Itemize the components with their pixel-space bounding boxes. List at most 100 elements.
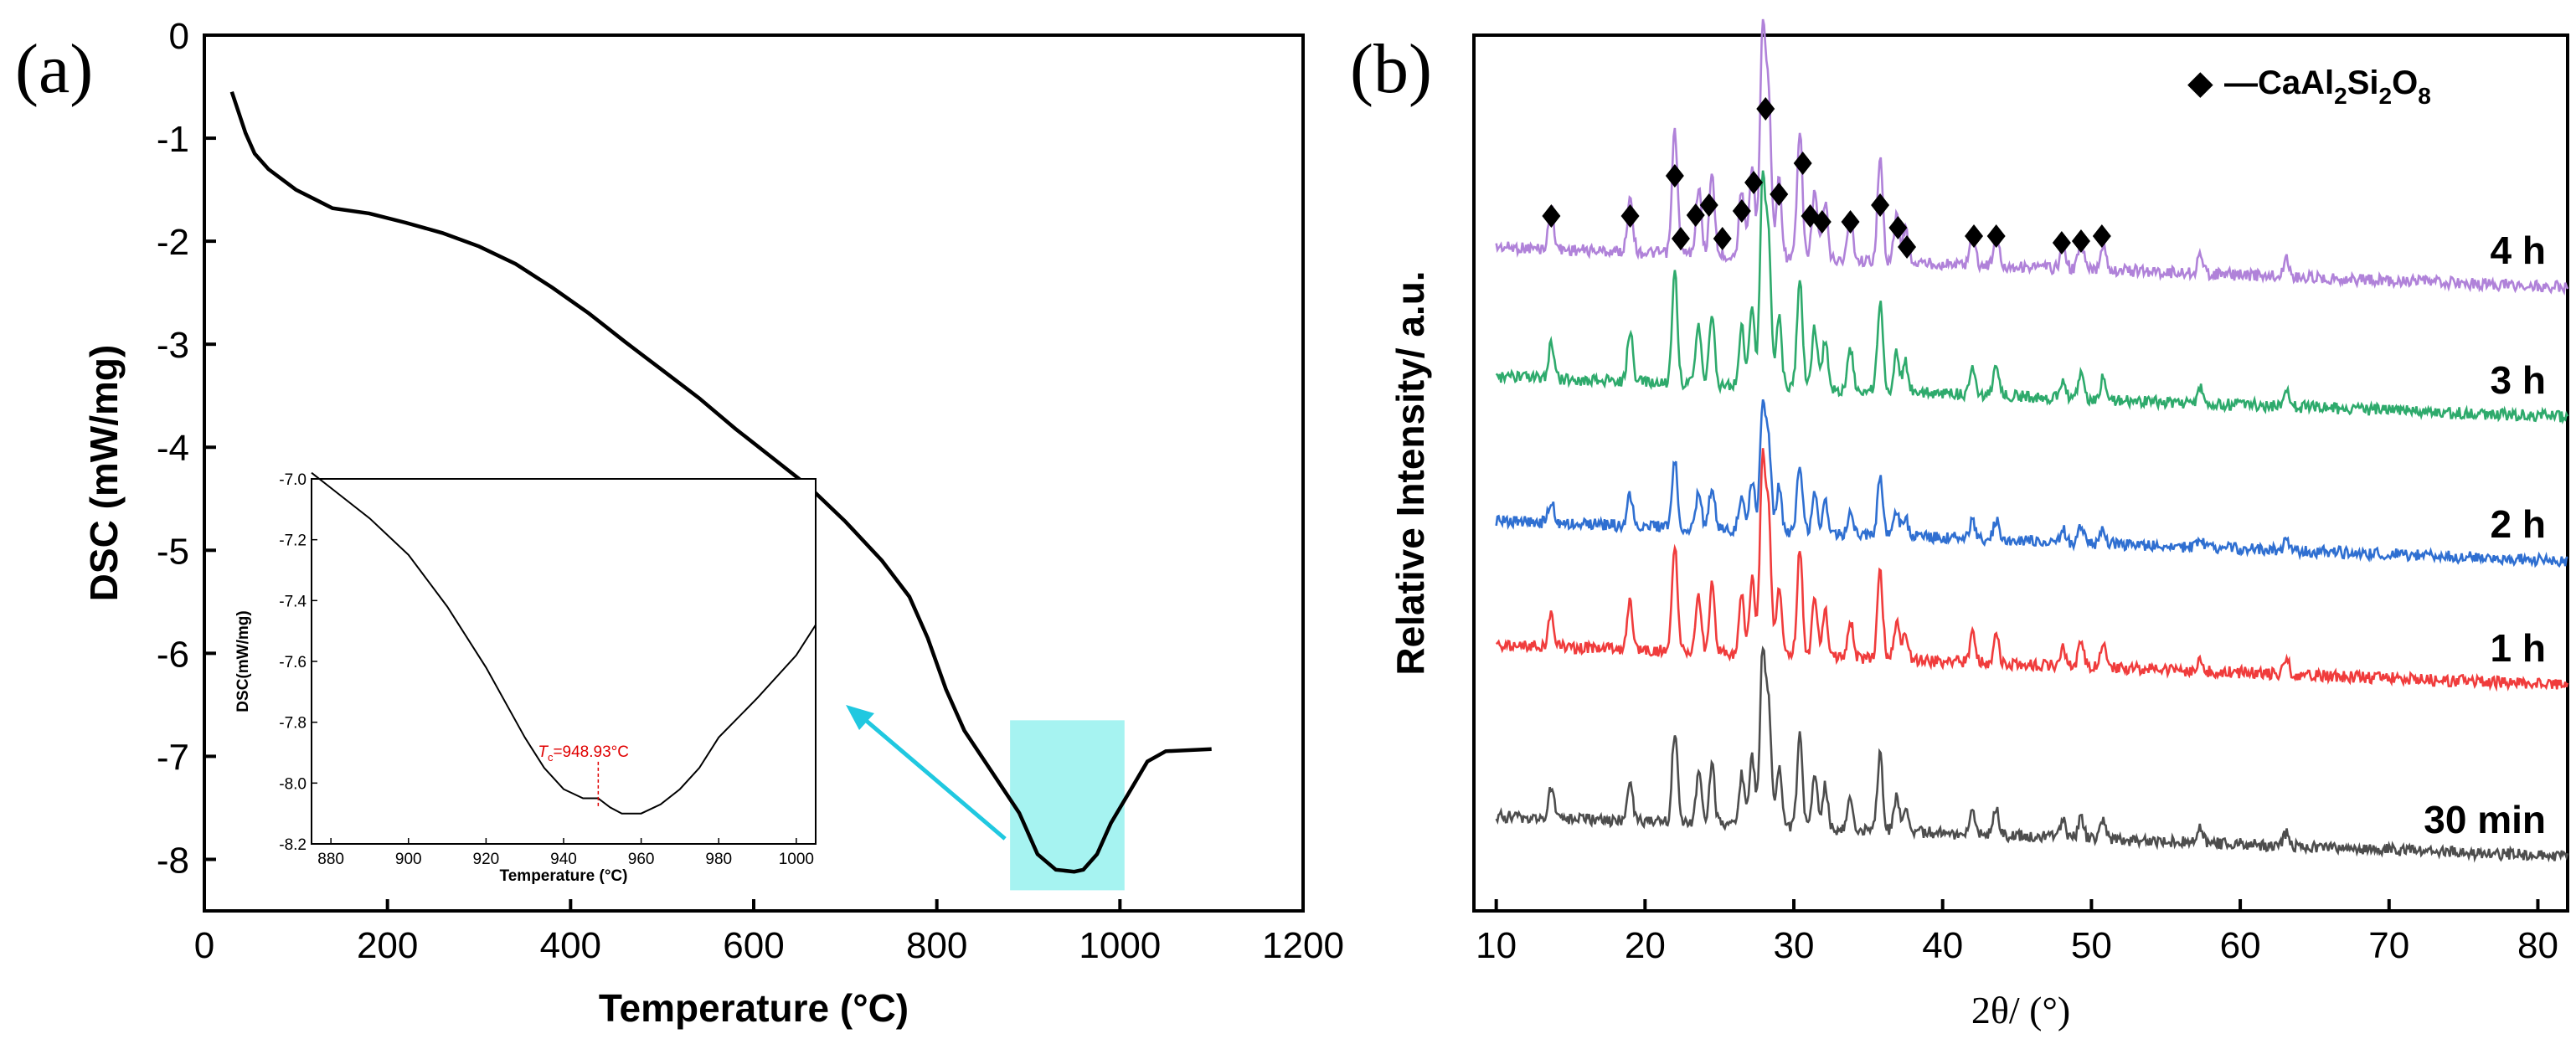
xrd-phase-marker xyxy=(1841,210,1860,234)
xrd-pattern-2-h xyxy=(1495,399,2568,568)
inset-ticks: 880 900 920 940 960 980 1000 -7.0 -7.2 -7.4 -7.6 -7… xyxy=(279,471,814,868)
tc-subscript: c xyxy=(548,751,554,764)
inset-x-axis-title: Temperature (°C) xyxy=(500,867,628,885)
xrd-pattern-3-h xyxy=(1495,170,2569,425)
dsc-x-tick-label: 800 xyxy=(906,925,967,966)
inset-y-tick-label: -7.8 xyxy=(279,715,307,733)
dsc-x-tick-label: 200 xyxy=(357,925,418,966)
inset-x-tick-label: 920 xyxy=(473,851,500,868)
xrd-phase-marker xyxy=(1986,224,2006,248)
xrd-phase-marker xyxy=(1793,152,1812,175)
legend-part-2: Si xyxy=(2347,64,2379,101)
inset-x-tick-label: 960 xyxy=(628,851,655,868)
panel-label-b: (b) xyxy=(1350,30,1432,108)
xrd-trace-label: 1 h xyxy=(2491,626,2546,670)
inset-y-tick-label: -7.0 xyxy=(279,471,307,489)
dsc-x-axis-title: Temperature (°C) xyxy=(599,986,909,1030)
dsc-y-tick-label: -8 xyxy=(157,840,189,881)
inset-y-tick-label: -7.4 xyxy=(279,593,307,610)
xrd-ticks: 10 20 30 40 50 60 70 80 xyxy=(1476,899,2558,966)
xrd-chart: 10 20 30 40 50 60 70 80 4 h 3 h 2 h 1 h 30 min ◆ —C… xyxy=(1388,18,2569,1031)
xrd-trace-label: 2 h xyxy=(2491,502,2546,546)
dsc-y-tick-label: -3 xyxy=(157,325,189,366)
xrd-pattern-4-h xyxy=(1495,18,2569,296)
xrd-phase-marker xyxy=(1665,164,1684,188)
xrd-phase-marker xyxy=(1713,227,1732,250)
dsc-y-tick-label: -1 xyxy=(157,119,189,160)
legend-sub-1: 2 xyxy=(2334,83,2347,109)
xrd-phase-marker xyxy=(2052,231,2071,255)
legend-sub-2: 2 xyxy=(2379,83,2393,109)
dsc-ticks: 0 200 400 600 800 1000 1200 0 -1 -2 -3 -4 -5 -6 -7 -8 xyxy=(157,16,1344,966)
inset-x-tick-label: 880 xyxy=(317,851,344,868)
xrd-phase-marker xyxy=(1542,204,1561,228)
xrd-trace-label: 3 h xyxy=(2491,358,2546,402)
xrd-patterns xyxy=(1495,18,2569,863)
xrd-phase-marker xyxy=(1898,235,1917,259)
xrd-phase-marker xyxy=(1671,227,1690,250)
dsc-x-tick-label: 1200 xyxy=(1262,925,1344,966)
xrd-phase-marker xyxy=(1871,193,1890,217)
dsc-inset: 880 900 920 940 960 980 1000 -7.0 -7.2 -7.4 -7.6 -7… xyxy=(234,471,817,885)
xrd-phase-marker xyxy=(1686,203,1705,227)
xrd-phase-marker xyxy=(1888,216,1908,239)
xrd-phase-marker xyxy=(1732,199,1751,223)
inset-x-tick-label: 900 xyxy=(395,851,422,868)
xrd-trace-label: 4 h xyxy=(2491,229,2546,272)
legend-sub-3: 8 xyxy=(2418,83,2431,109)
xrd-phase-marker xyxy=(1756,97,1775,121)
inset-arrow xyxy=(856,712,1007,841)
xrd-x-tick-label: 70 xyxy=(2368,925,2409,966)
legend-part-1: —CaAl xyxy=(2224,64,2334,101)
xrd-phase-marker xyxy=(1744,171,1764,194)
xrd-x-tick-label: 80 xyxy=(2517,925,2558,966)
inset-y-tick-label: -7.2 xyxy=(279,532,307,550)
inset-y-tick-label: -7.6 xyxy=(279,654,307,671)
xrd-phase-markers xyxy=(1542,97,2111,259)
xrd-x-tick-label: 20 xyxy=(1625,925,1666,966)
dsc-x-tick-label: 0 xyxy=(194,925,214,966)
inset-x-tick-label: 980 xyxy=(705,851,732,868)
dsc-y-tick-label: -5 xyxy=(157,531,189,572)
inset-frame xyxy=(311,478,817,845)
xrd-x-tick-label: 50 xyxy=(2071,925,2112,966)
xrd-x-tick-label: 30 xyxy=(1774,925,1815,966)
inset-arrow-head xyxy=(846,705,874,730)
xrd-phase-marker xyxy=(1770,183,1789,206)
tc-value: =948.93°C xyxy=(553,743,629,761)
xrd-x-tick-label: 40 xyxy=(1922,925,1963,966)
inset-y-tick-label: -8.0 xyxy=(279,775,307,793)
xrd-trace-label: 30 min xyxy=(2424,798,2546,841)
xrd-plot-frame xyxy=(1472,33,2569,913)
inset-x-tick-label: 940 xyxy=(550,851,577,868)
xrd-y-axis-title: Relative Intensity/ a.u. xyxy=(1388,270,1432,675)
dsc-y-tick-label: 0 xyxy=(169,16,189,57)
xrd-pattern-1-h xyxy=(1495,448,2569,692)
xrd-pattern-30-min xyxy=(1495,645,2569,863)
dsc-x-tick-label: 1000 xyxy=(1079,925,1161,966)
xrd-phase-marker xyxy=(2092,224,2111,248)
inset-x-tick-label: 1000 xyxy=(779,851,814,868)
dsc-x-tick-label: 400 xyxy=(540,925,601,966)
dsc-chart: 0 200 400 600 800 1000 1200 0 -1 -2 -3 -4 -5 -6 -7 -8 T… xyxy=(82,16,1344,1030)
dsc-y-tick-label: -2 xyxy=(157,222,189,263)
xrd-phase-marker xyxy=(1699,193,1718,217)
inset-y-axis-title: DSC(mW/mg) xyxy=(234,610,252,712)
xrd-phase-marker xyxy=(1965,224,1984,248)
inset-tc-annotation: Tc=948.93°C xyxy=(538,743,629,764)
xrd-x-axis-title: 2θ/ (°) xyxy=(1971,989,2070,1031)
dsc-y-axis-title: DSC (mW/mg) xyxy=(82,345,126,602)
inset-y-tick-label: -8.2 xyxy=(279,836,307,854)
xrd-phase-marker xyxy=(2071,229,2090,253)
xrd-x-tick-label: 60 xyxy=(2220,925,2261,966)
xrd-trace-labels: 4 h 3 h 2 h 1 h 30 min xyxy=(2424,229,2546,841)
xrd-phase-marker xyxy=(1812,210,1832,234)
panel-label-a: (a) xyxy=(15,30,93,108)
highlight-region xyxy=(1010,720,1125,891)
legend-part-3: O xyxy=(2392,64,2418,101)
xrd-x-tick-label: 10 xyxy=(1476,925,1517,966)
dsc-x-tick-label: 600 xyxy=(723,925,784,966)
dsc-y-tick-label: -4 xyxy=(157,428,189,469)
dsc-y-tick-label: -7 xyxy=(157,737,189,778)
